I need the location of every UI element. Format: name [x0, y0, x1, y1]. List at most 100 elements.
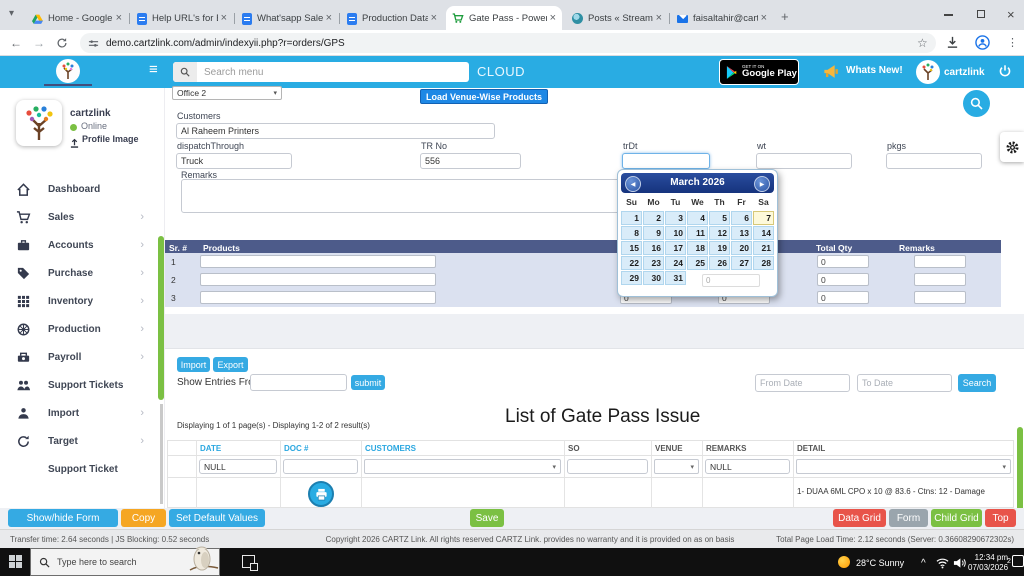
calendar-date[interactable]: 8: [621, 226, 642, 240]
back-icon[interactable]: ←: [10, 36, 22, 50]
filter-doc-input[interactable]: [283, 459, 358, 474]
sidebar-item-purchase[interactable]: Purchase ›: [0, 260, 158, 286]
calendar-date[interactable]: 19: [709, 241, 730, 255]
col-header-doc[interactable]: DOC #: [284, 444, 309, 453]
sidebar-avatar[interactable]: [16, 100, 62, 146]
address-pill[interactable]: demo.cartzlink.com/admin/indexyii.php?r=…: [80, 33, 936, 53]
site-settings-icon[interactable]: [88, 38, 99, 49]
calendar-date[interactable]: 23: [643, 256, 664, 270]
calendar-date[interactable]: 14: [753, 226, 774, 240]
tab-help-urls[interactable]: Help URL's for ERP Sys ×: [131, 7, 233, 30]
tab-close-icon[interactable]: ×: [549, 11, 556, 24]
dispatch-through-input[interactable]: [176, 153, 292, 169]
network-icon[interactable]: [936, 556, 949, 574]
reload-icon[interactable]: [56, 36, 68, 54]
office-select[interactable]: Office 2 ▾: [172, 86, 282, 100]
top-button[interactable]: Top: [985, 509, 1016, 527]
show-hide-form-button[interactable]: Show/hide Form: [8, 509, 118, 527]
sidebar-scrollbar-thumb[interactable]: [158, 236, 164, 400]
calendar-date[interactable]: 29: [621, 271, 642, 285]
filter-date-input[interactable]: [199, 459, 277, 474]
total-input-2[interactable]: [817, 273, 869, 286]
from-date-input[interactable]: [755, 374, 850, 392]
wt-input[interactable]: [756, 153, 852, 169]
calendar-date[interactable]: 1: [621, 211, 642, 225]
filter-venue-select[interactable]: ▾: [654, 459, 699, 474]
calendar-date[interactable]: 28: [753, 256, 774, 270]
user-avatar[interactable]: [916, 60, 940, 84]
row-remarks-input-3[interactable]: [914, 291, 966, 304]
start-button[interactable]: [9, 555, 23, 569]
tab-posts-streamline[interactable]: Posts « Streamline Syst ×: [566, 7, 668, 30]
tray-expand-caret[interactable]: ^: [921, 558, 926, 569]
calendar-date[interactable]: 24: [665, 256, 686, 270]
search-icon[interactable]: [173, 62, 197, 82]
sidebar-item-support-tickets[interactable]: Support Tickets: [0, 372, 158, 398]
product-input-3[interactable]: [200, 291, 436, 304]
settings-tab[interactable]: [1000, 132, 1024, 162]
pkgs-input[interactable]: [886, 153, 982, 169]
calendar-date[interactable]: 18: [687, 241, 708, 255]
total-input-3[interactable]: [817, 291, 869, 304]
quick-search-button[interactable]: [963, 90, 990, 117]
tab-close-icon[interactable]: ×: [430, 12, 437, 24]
whats-new-link[interactable]: Whats New!: [846, 65, 903, 76]
calendar-date[interactable]: 26: [709, 256, 730, 270]
window-minimize-button[interactable]: [944, 14, 953, 16]
tr-no-input[interactable]: [420, 153, 521, 169]
tab-close-icon[interactable]: ×: [760, 12, 767, 24]
calendar-date[interactable]: 25: [687, 256, 708, 270]
task-view-icon[interactable]: [242, 555, 258, 571]
product-input-2[interactable]: [200, 273, 436, 286]
show-entries-input[interactable]: [250, 374, 347, 391]
calendar-date-today[interactable]: 7: [753, 211, 774, 225]
filter-so-input[interactable]: [567, 459, 648, 474]
sidebar-item-inventory[interactable]: Inventory ›: [0, 288, 158, 314]
customers-input[interactable]: [176, 123, 495, 139]
calendar-date[interactable]: 21: [753, 241, 774, 255]
sidebar-item-sales[interactable]: Sales ›: [0, 204, 158, 230]
calendar-date[interactable]: 4: [687, 211, 708, 225]
form-button[interactable]: Form: [889, 509, 928, 527]
hamburger-menu-icon[interactable]: ≡: [149, 61, 158, 78]
to-date-input[interactable]: [857, 374, 952, 392]
calendar-date[interactable]: 6: [731, 211, 752, 225]
load-venue-wise-button[interactable]: Load Venue-Wise Products: [420, 89, 548, 104]
total-input-1[interactable]: [817, 255, 869, 268]
tab-google-drive[interactable]: Home - Google Drive ×: [26, 7, 128, 30]
tab-gate-pass-active[interactable]: Gate Pass - Powered B ×: [446, 6, 562, 30]
tab-mail[interactable]: faisaltahir@cartzlink.co ×: [671, 7, 773, 30]
weather-text[interactable]: 28°C Sunny: [856, 558, 905, 568]
child-grid-button[interactable]: Child Grid: [931, 509, 982, 527]
calendar-prev-icon[interactable]: ◀: [625, 176, 641, 192]
row-remarks-input-1[interactable]: [914, 255, 966, 268]
clock-time[interactable]: 12:34 pm: [974, 553, 1008, 562]
calendar-date[interactable]: 13: [731, 226, 752, 240]
sidebar-scrollbar-track[interactable]: [160, 404, 163, 504]
power-logout-icon[interactable]: [998, 64, 1012, 83]
calendar-date[interactable]: 27: [731, 256, 752, 270]
tab-close-icon[interactable]: ×: [115, 12, 122, 24]
forward-icon[interactable]: →: [33, 36, 45, 50]
volume-icon[interactable]: [953, 556, 966, 574]
tab-close-icon[interactable]: ×: [325, 12, 332, 24]
import-button[interactable]: Import: [177, 357, 210, 372]
calendar-date[interactable]: 17: [665, 241, 686, 255]
col-header-customers[interactable]: CUSTOMERS: [365, 444, 416, 453]
browser-menu-icon[interactable]: ⋮: [1007, 37, 1018, 49]
page-scrollbar-thumb[interactable]: [1017, 427, 1023, 515]
calendar-date[interactable]: 10: [665, 226, 686, 240]
profile-avatar-icon[interactable]: [975, 35, 990, 55]
filter-remarks-input[interactable]: [705, 459, 790, 474]
trdt-input[interactable]: [622, 153, 710, 169]
calendar-date[interactable]: 5: [709, 211, 730, 225]
print-icon[interactable]: [308, 481, 334, 507]
sidebar-item-support-ticket[interactable]: Support Ticket: [0, 456, 158, 482]
calendar-date[interactable]: 16: [643, 241, 664, 255]
tab-whatsapp-sales[interactable]: What'sapp Sales Mess ×: [236, 7, 338, 30]
sidebar-item-accounts[interactable]: Accounts ›: [0, 232, 158, 258]
row-remarks-input-2[interactable]: [914, 273, 966, 286]
weather-sun-icon[interactable]: [838, 556, 850, 568]
window-maximize-button[interactable]: [977, 10, 985, 18]
calendar-date[interactable]: 11: [687, 226, 708, 240]
